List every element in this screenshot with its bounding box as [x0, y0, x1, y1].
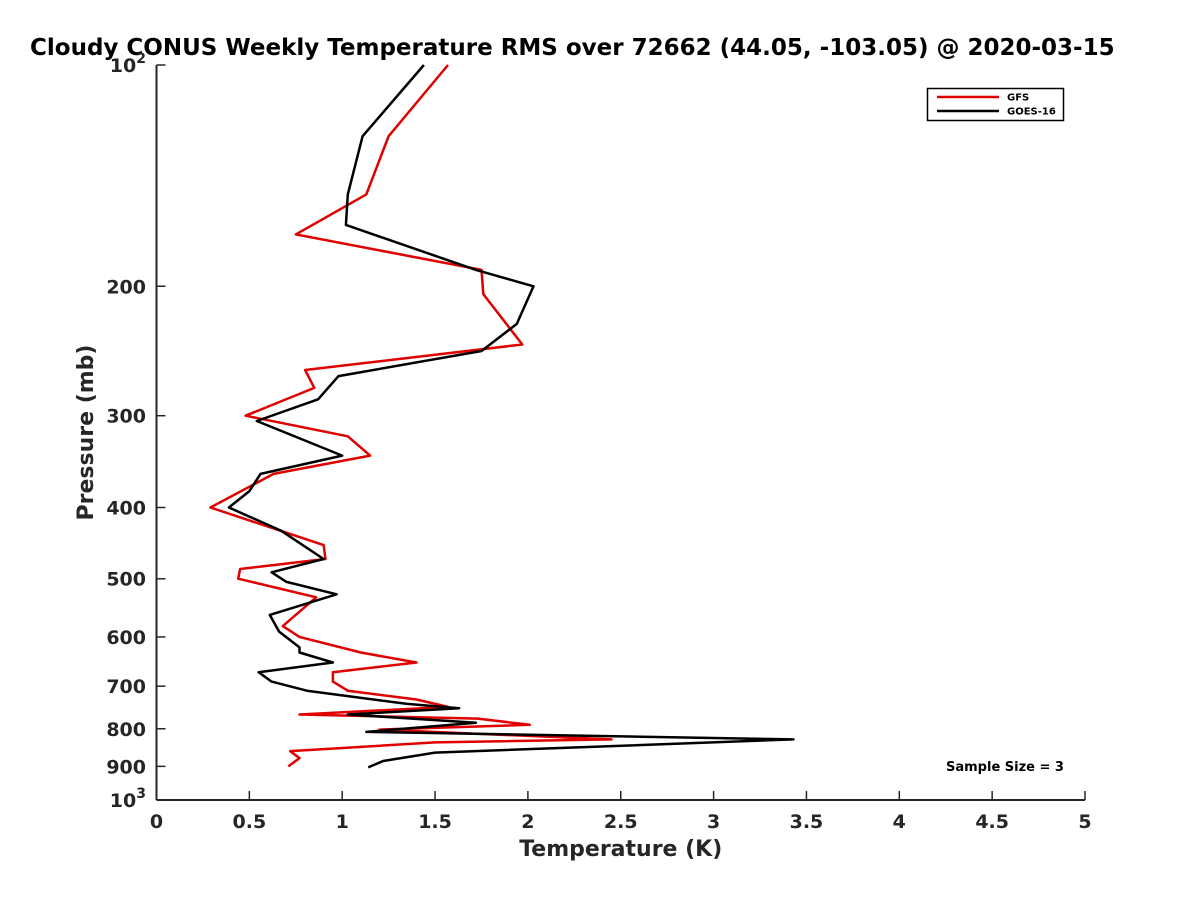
- chart-title: Cloudy CONUS Weekly Temperature RMS over…: [30, 35, 1115, 61]
- x-tick-label: 2.5: [604, 811, 638, 833]
- y-tick-label: 300: [106, 406, 146, 428]
- y-tick-label: 102: [110, 51, 146, 77]
- series-line-gfs: [209, 64, 613, 768]
- y-axis-label: Pressure (mb): [74, 345, 99, 521]
- x-tick-label: 3.5: [790, 811, 824, 833]
- x-tick-label: 0: [150, 811, 163, 833]
- y-tick-label: 800: [106, 719, 146, 741]
- x-tick-label: 2: [521, 811, 534, 833]
- y-tick-label: 600: [106, 627, 146, 649]
- x-axis-label: Temperature (K): [519, 837, 722, 862]
- y-tick-exponent: 3: [136, 786, 146, 802]
- y-tick-label: 400: [106, 498, 146, 520]
- x-tick-group: 0 0.5 1 1.5 2 2.5 3 3.5 4 4.5 5: [150, 791, 1092, 833]
- series-layer: [209, 64, 795, 769]
- y-tick-label: 700: [106, 676, 146, 698]
- x-tick-label: 5: [1078, 811, 1091, 833]
- y-tick-group: 102 200 300 400 500 600 700 800 900 103: [106, 51, 166, 812]
- x-tick-label: 4.5: [975, 811, 1009, 833]
- y-tick-exponent: 2: [136, 51, 146, 67]
- y-tick-label: 500: [106, 569, 146, 591]
- x-tick-label: 1: [336, 811, 349, 833]
- y-tick-label: 200: [106, 276, 146, 298]
- legend-label-goes16: GOES-16: [1007, 107, 1056, 118]
- x-tick-label: 3: [707, 811, 720, 833]
- x-tick-label: 0.5: [233, 811, 267, 833]
- legend: GFS GOES-16: [926, 87, 1065, 122]
- legend-label-gfs: GFS: [1007, 93, 1029, 104]
- legend-box: [926, 87, 1065, 122]
- sample-size-annotation: Sample Size = 3: [946, 760, 1064, 775]
- y-tick-label: 103: [110, 786, 146, 812]
- x-tick-label: 4: [893, 811, 906, 833]
- y-tick-label: 900: [106, 756, 146, 778]
- series-line-goes16: [227, 64, 795, 769]
- x-tick-label: 1.5: [418, 811, 452, 833]
